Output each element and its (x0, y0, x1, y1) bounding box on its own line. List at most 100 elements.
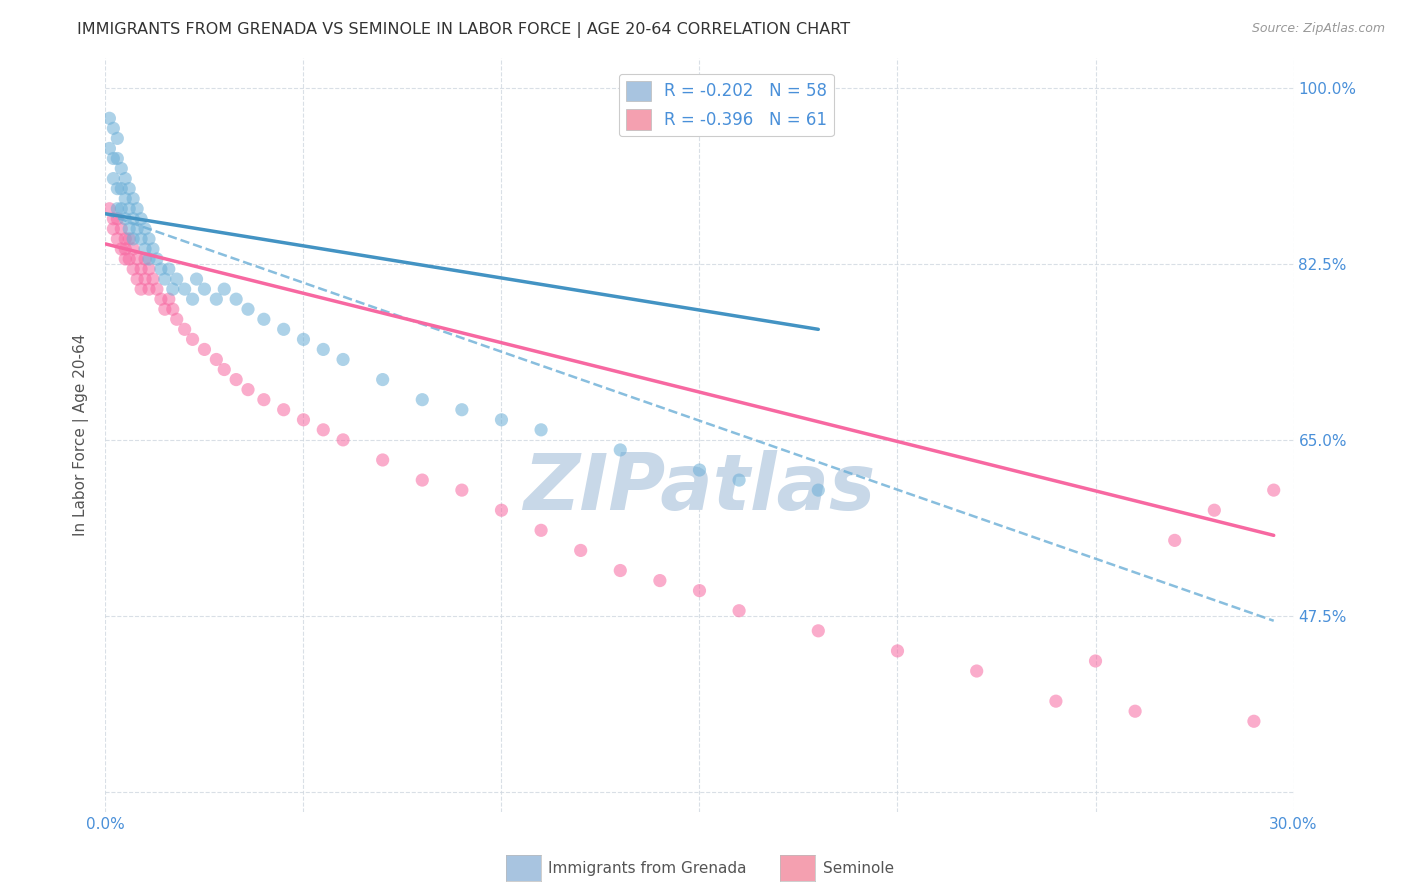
Point (110, 161, 132, 176)
Point (273, 322, 295, 336)
Point (411, 392, 433, 407)
Point (122, 211, 145, 226)
Point (122, 262, 145, 277)
Point (105, 202, 128, 216)
Point (122, 192, 145, 206)
Point (312, 343, 335, 357)
Point (609, 564, 631, 578)
Point (127, 202, 149, 216)
Point (807, 624, 830, 638)
Point (332, 433, 354, 447)
Point (118, 222, 141, 236)
Point (205, 292, 228, 306)
Point (118, 181, 141, 195)
Point (273, 402, 295, 417)
Point (118, 232, 141, 246)
Point (332, 352, 354, 367)
Point (648, 574, 671, 588)
Point (292, 413, 315, 427)
Point (166, 312, 188, 326)
Point (127, 222, 149, 236)
Point (103, 222, 125, 236)
Point (491, 503, 513, 517)
Point (1045, 694, 1067, 708)
Point (134, 272, 156, 286)
Point (110, 222, 132, 236)
Point (114, 171, 136, 186)
Point (186, 272, 208, 286)
Point (142, 242, 165, 256)
Point (181, 292, 204, 306)
Point (103, 171, 125, 186)
Point (225, 292, 247, 306)
Point (138, 282, 160, 296)
Point (114, 242, 136, 256)
Point (886, 644, 908, 658)
Point (105, 181, 128, 195)
Point (157, 262, 180, 277)
Point (162, 282, 184, 296)
Point (609, 442, 631, 457)
Point (1243, 714, 1265, 729)
Point (253, 312, 276, 326)
Point (1084, 654, 1107, 668)
Point (157, 292, 180, 306)
Point (371, 453, 394, 467)
Point (966, 664, 988, 678)
Point (129, 262, 152, 277)
Point (214, 362, 236, 376)
Point (728, 604, 751, 618)
Point (134, 252, 156, 266)
Point (98, 202, 121, 216)
Point (127, 252, 149, 266)
Point (371, 373, 394, 387)
Point (807, 483, 830, 497)
Point (127, 272, 149, 286)
Y-axis label: In Labor Force | Age 20-64: In Labor Force | Age 20-64 (73, 334, 90, 536)
Point (153, 272, 176, 286)
Point (205, 352, 228, 367)
Text: Seminole: Seminole (823, 862, 894, 876)
Point (142, 272, 165, 286)
Point (689, 463, 711, 477)
Point (138, 232, 160, 246)
Point (103, 121, 125, 136)
Point (1164, 533, 1187, 548)
Point (129, 211, 152, 226)
Point (491, 413, 513, 427)
Point (110, 242, 132, 256)
Point (173, 322, 195, 336)
Point (110, 181, 132, 195)
Point (122, 232, 145, 246)
Point (146, 252, 169, 266)
Point (450, 402, 472, 417)
Point (1123, 704, 1146, 718)
Point (728, 473, 751, 487)
Point (105, 131, 128, 145)
Point (530, 423, 553, 437)
Point (122, 242, 145, 256)
Point (146, 282, 169, 296)
Point (129, 232, 152, 246)
Point (98, 112, 121, 126)
Point (193, 343, 215, 357)
Point (98, 141, 121, 155)
Point (114, 252, 136, 266)
Point (214, 282, 236, 296)
Point (105, 211, 128, 226)
Point (149, 262, 172, 277)
Point (689, 583, 711, 598)
Point (105, 232, 128, 246)
Point (181, 332, 204, 346)
Point (118, 202, 141, 216)
Point (530, 524, 553, 538)
Point (153, 302, 176, 317)
Text: IMMIGRANTS FROM GRENADA VS SEMINOLE IN LABOR FORCE | AGE 20-64 CORRELATION CHART: IMMIGRANTS FROM GRENADA VS SEMINOLE IN L… (77, 22, 851, 38)
Point (138, 262, 160, 277)
Point (292, 332, 315, 346)
Point (103, 152, 125, 166)
Point (138, 252, 160, 266)
Point (312, 423, 335, 437)
Point (134, 222, 156, 236)
Point (569, 543, 592, 558)
